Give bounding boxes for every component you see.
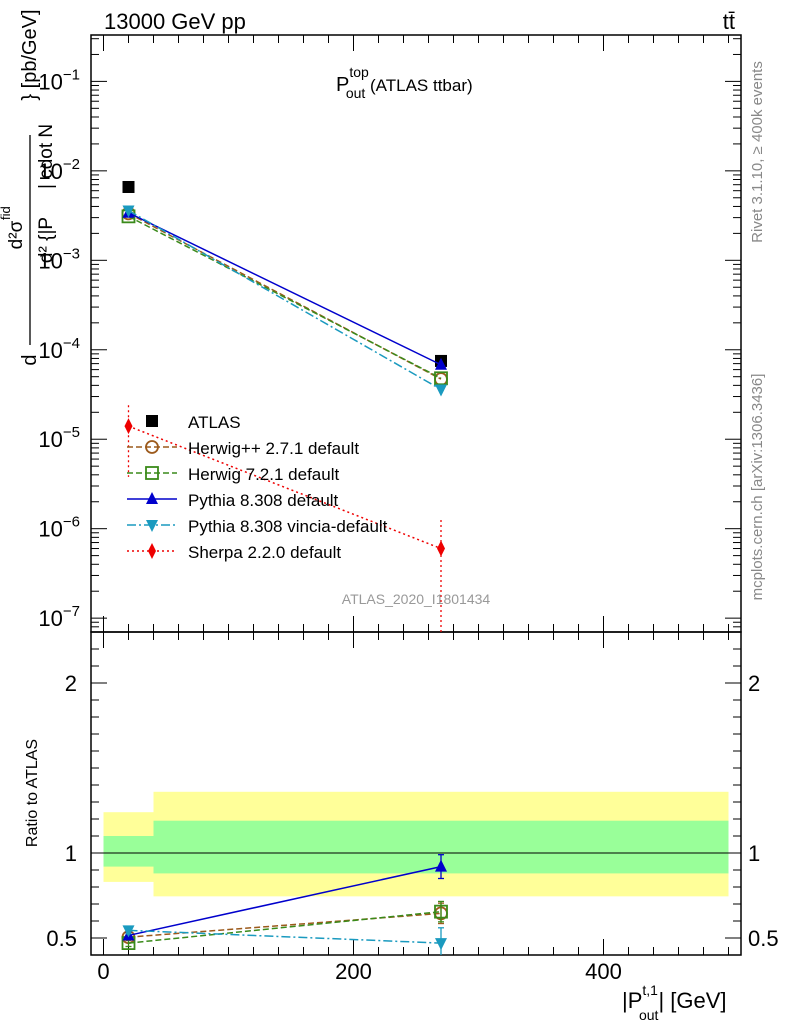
plot-title: Ptop out (ATLAS ttbar) [336,64,473,101]
ratio-plot-frame [90,631,742,956]
process-label: tt̄ [723,9,735,34]
ratio-stat-band [103,836,154,867]
marker-square-open [434,904,448,919]
legend-label-herwig-2-7-1-default: Herwig++ 2.7.1 default [188,439,359,458]
y-label-fid: fid [0,206,13,220]
analysis-id: ATLAS_2020_I1801434 [342,591,491,607]
y-tick-label: 10−7 [38,603,80,631]
legend-label-pythia-8-308-default: Pythia 8.308 default [188,491,339,510]
ratio-y-tick-label: 2 [65,671,77,696]
marker-square-open [145,466,159,480]
legend-label-atlas: ATLAS [188,413,241,432]
series-line-sherpa-2-2-0-default [128,425,442,550]
side-label-rivet: Rivet 3.1.10, ≥ 400k events [749,61,766,243]
y-tick-label: 10−3 [38,245,80,273]
ratio-y-tick-label-right: 1 [748,841,760,866]
series-line-pythia-8-308-default [128,212,442,366]
x-tick-label: 400 [585,959,622,984]
marker-triangle-down [146,520,158,532]
marker-diamond [148,543,156,559]
energy-label: 13000 GeV pp [104,9,246,34]
marker-diamond [437,540,445,557]
y-label-denominator: d² {|P [36,217,57,263]
series-line-pythia-8-308-vincia-default [128,209,442,391]
ratio-line-herwig-7-2-1-default [128,910,442,944]
main-series-group [121,180,448,632]
x-axis-label: |Pt,1 out| [GeV] [622,982,727,1023]
ratio-line-pythia-8-308-vincia-default [128,929,442,944]
marker-square [122,180,135,193]
marker-square [146,415,158,427]
legend-label-herwig-7-2-1-default: Herwig 7.2.1 default [188,465,339,484]
y-tick-label: 10−4 [38,335,80,363]
y-tick-label: 10−1 [38,66,80,94]
marker-triangle-down [435,938,447,951]
y-label-numerator: d²σ [6,220,27,249]
marker-triangle-down [435,384,447,397]
y-label-d: d [19,354,41,365]
series-line-herwig-7-2-1-default [128,215,442,379]
legend-label-sherpa-2-2-0-default: Sherpa 2.2.0 default [188,543,341,562]
ratio-y-tick-label-right: 2 [748,671,760,696]
y-tick-label: 10−2 [38,156,80,184]
ratio-y-tick-label: 0.5 [46,926,77,951]
x-tick-label: 200 [335,959,372,984]
marker-triangle-up [146,492,158,504]
marker-triangle-down [122,925,135,938]
marker-triangle-down [122,205,135,218]
x-tick-label: 0 [97,959,109,984]
legend-label-pythia-8-308-vincia-default: Pythia 8.308 vincia-default [188,517,388,536]
y-label-denominator-2: | cdot N [36,124,57,189]
series-line-herwig-2-7-1-default [128,212,442,380]
side-label-mcplots: mcplots.cern.ch [arXiv:1306.3436] [749,374,766,601]
marker-diamond [124,418,133,435]
y-tick-label: 10−5 [38,424,80,452]
marker-circle-open [145,440,159,454]
ratio-y-tick-label-right: 0.5 [748,926,779,951]
ratio-series-group [121,854,448,955]
marker-triangle-up [435,859,447,872]
y-tick-label: 10−6 [38,514,80,542]
marker-triangle-up [435,357,447,370]
ratio-y-axis-label: Ratio to ATLAS [24,739,41,847]
marker-square-open [434,371,448,386]
y-label-unit: } [pb/GeV] [19,9,41,100]
ratio-line-pythia-8-308-default [128,865,442,937]
ratio-y-tick-label: 1 [65,841,77,866]
